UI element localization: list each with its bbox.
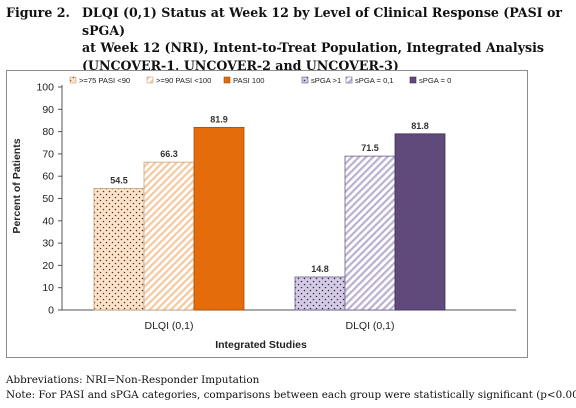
y-tick-label: 0 — [48, 305, 54, 317]
legend-swatch — [146, 76, 154, 84]
figure-label: Figure 2. — [6, 5, 70, 20]
data-label: 71.5 — [361, 143, 379, 153]
y-tick-label: 100 — [36, 82, 54, 94]
legend-entry: >=75 PASI <90 — [79, 76, 130, 85]
y-tick-label: 30 — [42, 238, 54, 250]
legend-swatch — [409, 76, 417, 84]
y-tick-label: 90 — [42, 104, 54, 116]
data-label: 66.3 — [160, 149, 178, 159]
y-axis-label: Percent of Patients — [11, 138, 23, 233]
data-label: 14.8 — [311, 264, 329, 274]
title-line-2: at Week 12 (NRI), Intent-to-Treat Popula… — [82, 40, 544, 55]
category-label: DLQI (0,1) — [345, 320, 394, 332]
legend-group: >=75 PASI <90 >=90 PASI <100 PASI 100 — [69, 76, 265, 85]
bar-chart: 0 10 20 30 40 50 60 70 80 90 100 54.5 66.3 81.9 DLQI … — [6, 70, 528, 358]
bar — [394, 133, 446, 311]
legend-entry: >=90 PASI <100 — [156, 76, 211, 85]
notes: Abbreviations: NRI=Non-Responder Imputat… — [6, 373, 576, 403]
legend-swatch — [301, 76, 309, 84]
data-label: 81.8 — [411, 121, 429, 131]
legend-entry: sPGA >1 — [311, 76, 341, 85]
y-tick-label: 20 — [42, 260, 54, 272]
bar — [143, 161, 195, 311]
y-tick-label: 40 — [42, 215, 54, 227]
title-line-3: (UNCOVER-1, UNCOVER-2 and UNCOVER-3) — [82, 57, 399, 73]
legend-swatch — [69, 76, 77, 84]
x-axis-label: Integrated Studies — [215, 339, 307, 351]
legend-group: sPGA >1 sPGA = 0,1 sPGA = 0 — [301, 76, 451, 85]
legend-swatch — [223, 76, 231, 84]
y-tick-label: 60 — [42, 171, 54, 183]
legend-entry: PASI 100 — [233, 76, 265, 85]
figure-title-text: DLQI (0,1) Status at Week 12 by Level of… — [82, 4, 572, 74]
significance-note: Note: For PASI and sPGA categories, comp… — [6, 389, 576, 401]
legend-entry: sPGA = 0 — [419, 76, 451, 85]
data-label: 54.5 — [110, 175, 128, 185]
legend-entry: sPGA = 0,1 — [355, 76, 394, 85]
abbreviations-note: Abbreviations: NRI=Non-Responder Imputat… — [6, 374, 260, 386]
category-label: DLQI (0,1) — [144, 320, 193, 332]
legend-swatch — [345, 76, 353, 84]
y-tick-label: 80 — [42, 126, 54, 138]
data-label: 81.9 — [210, 114, 228, 124]
bar — [193, 126, 245, 311]
y-tick-label: 10 — [42, 282, 54, 294]
title-line-1: DLQI (0,1) Status at Week 12 by Level of… — [82, 5, 562, 38]
y-tick-label: 70 — [42, 148, 54, 160]
bar — [294, 276, 346, 311]
bar — [93, 188, 145, 311]
y-tick-label: 50 — [42, 193, 54, 205]
bar — [344, 155, 396, 311]
